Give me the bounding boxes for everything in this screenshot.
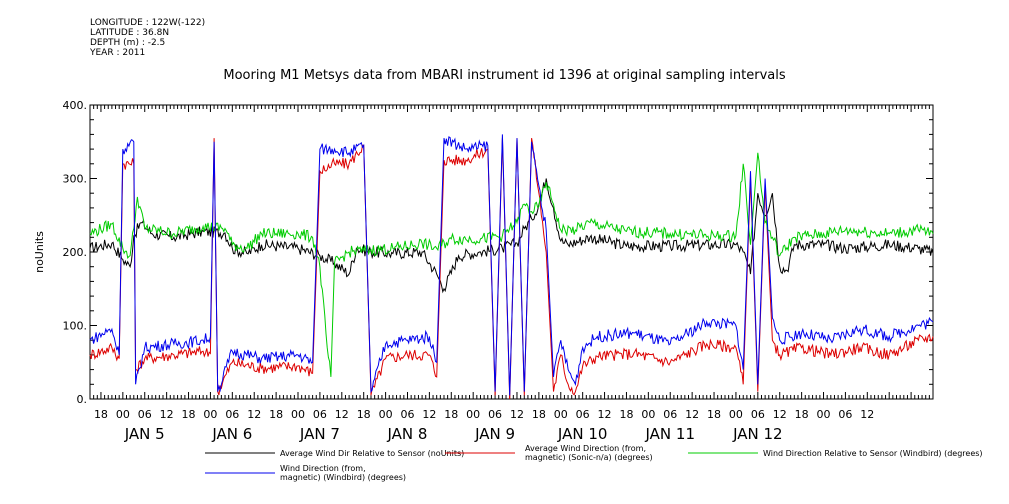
legend-label-red-2: magnetic) (Sonic-n/a) (degrees): [525, 453, 653, 462]
x-tick-label: 18: [182, 408, 196, 421]
x-tick-label: 18: [532, 408, 546, 421]
y-tick-label: 300.: [63, 173, 88, 186]
x-day-label: JAN 12: [732, 425, 783, 443]
x-tick-label: 06: [663, 408, 677, 421]
x-tick-label: 00: [203, 408, 217, 421]
x-tick-label: 12: [773, 408, 787, 421]
x-tick-label: 06: [751, 408, 765, 421]
legend-label-green: Wind Direction Relative to Sensor (Windb…: [763, 449, 983, 458]
x-tick-label: 12: [247, 408, 261, 421]
plot-border: [89, 104, 934, 400]
x-tick-label: 00: [466, 408, 480, 421]
x-tick-label: 12: [422, 408, 436, 421]
longitude-text: LONGITUDE : 122W(-122): [90, 18, 206, 28]
y-tick-label: 0.: [77, 393, 88, 406]
x-day-label: JAN 7: [299, 425, 340, 443]
x-tick-label: 12: [598, 408, 612, 421]
x-tick-label: 12: [685, 408, 699, 421]
x-tick-label: 12: [510, 408, 524, 421]
axis-ticks: 0. 100. 200. 300. 400. 18 00 06 12 18 00 06 12 18 00 06…: [63, 99, 934, 443]
x-tick-label: 06: [400, 408, 414, 421]
metadata-block: LONGITUDE : 122W(-122) LATITUDE : 36.8N …: [90, 18, 205, 58]
x-tick-label: 12: [860, 408, 874, 421]
x-tick-label: 18: [707, 408, 721, 421]
legend-label-blue-2: magnetic) (Windbird) (degrees): [280, 473, 406, 482]
legend-label-black: Average Wind Dir Relative to Sensor (noU…: [280, 449, 464, 458]
x-tick-label: 00: [379, 408, 393, 421]
x-tick-label: 18: [357, 408, 371, 421]
x-tick-label: 18: [795, 408, 809, 421]
depth-text: DEPTH (m) : -2.5: [90, 38, 166, 48]
series-line-1: [89, 178, 934, 294]
x-tick-label: 18: [269, 408, 283, 421]
x-tick-label: 00: [291, 408, 305, 421]
x-tick-label: 00: [817, 408, 831, 421]
x-tick-label: 00: [554, 408, 568, 421]
x-tick-label: 06: [576, 408, 590, 421]
chart-title: Mooring M1 Metsys data from MBARI instru…: [223, 68, 786, 83]
x-tick-label: 06: [488, 408, 502, 421]
year-text: YEAR : 2011: [90, 48, 146, 58]
x-tick-label: 06: [838, 408, 852, 421]
x-day-label: JAN 10: [557, 425, 608, 443]
series-line-4: [89, 134, 934, 396]
y-tick-label: 400.: [63, 99, 88, 112]
x-tick-label: 00: [729, 408, 743, 421]
legend: Average Wind Dir Relative to Sensor (noU…: [205, 444, 983, 482]
y-tick-label: 200.: [63, 246, 88, 259]
x-tick-label: 06: [313, 408, 327, 421]
x-tick-label: 18: [444, 408, 458, 421]
x-day-label: JAN 5: [124, 425, 165, 443]
x-tick-label: 00: [641, 408, 655, 421]
x-tick-label: 00: [116, 408, 130, 421]
x-day-label: JAN 6: [211, 425, 252, 443]
series-layer: [89, 134, 934, 400]
legend-label-blue-1: Wind Direction (from,: [280, 464, 366, 473]
x-day-label: JAN 9: [474, 425, 515, 443]
y-tick-label: 100.: [63, 320, 88, 333]
x-tick-label: 12: [160, 408, 174, 421]
plot-frame: [89, 104, 934, 400]
latitude-text: LATITUDE : 36.8N: [90, 28, 170, 38]
x-tick-label: 06: [225, 408, 239, 421]
y-axis-label: noUnits: [33, 231, 46, 273]
x-tick-label: 06: [138, 408, 152, 421]
x-tick-label: 12: [335, 408, 349, 421]
x-day-label: JAN 11: [644, 425, 695, 443]
x-day-label: JAN 8: [387, 425, 428, 443]
series-line-2: [89, 138, 934, 400]
x-tick-label: 18: [619, 408, 633, 421]
series-line-3: [89, 152, 934, 377]
legend-label-red-1: Average Wind Direction (from,: [525, 444, 646, 453]
x-tick-label: 18: [94, 408, 108, 421]
